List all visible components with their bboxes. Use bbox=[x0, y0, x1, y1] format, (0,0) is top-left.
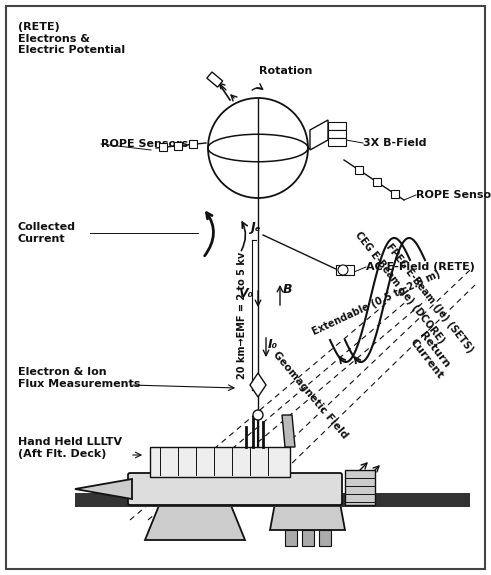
Bar bbox=[190, 140, 197, 148]
Text: (RETE)
Electrons &
Electric Potential: (RETE) Electrons & Electric Potential bbox=[18, 22, 125, 55]
Text: ROPE Sensors: ROPE Sensors bbox=[416, 190, 491, 200]
Bar bbox=[160, 143, 167, 151]
Polygon shape bbox=[282, 415, 295, 447]
Bar bbox=[150, 447, 290, 477]
Polygon shape bbox=[250, 373, 266, 397]
Text: 3X B-Field: 3X B-Field bbox=[363, 138, 427, 148]
Bar bbox=[328, 138, 346, 146]
Text: Jₑ: Jₑ bbox=[250, 221, 261, 234]
Bar bbox=[373, 178, 381, 186]
Bar bbox=[328, 122, 346, 130]
Polygon shape bbox=[75, 479, 132, 499]
Text: B: B bbox=[283, 283, 293, 296]
Polygon shape bbox=[75, 493, 470, 507]
Circle shape bbox=[338, 265, 348, 275]
Text: Geomagnetic Field: Geomagnetic Field bbox=[271, 350, 349, 440]
Bar bbox=[319, 530, 331, 546]
Bar bbox=[207, 72, 223, 87]
Bar bbox=[302, 530, 314, 546]
Bar bbox=[345, 470, 375, 505]
Polygon shape bbox=[270, 503, 345, 530]
Bar bbox=[174, 142, 183, 150]
Text: I₀: I₀ bbox=[268, 338, 278, 351]
Text: Return
Current: Return Current bbox=[408, 329, 454, 381]
Circle shape bbox=[208, 98, 308, 198]
Text: Extendable (0.5 to 2.5 m): Extendable (0.5 to 2.5 m) bbox=[310, 269, 442, 336]
Text: 20 km→EMF = 2 to 5 kv: 20 km→EMF = 2 to 5 kv bbox=[237, 251, 247, 378]
Text: Electron & Ion
Flux Measurements: Electron & Ion Flux Measurements bbox=[18, 367, 140, 389]
Bar bbox=[328, 130, 346, 138]
Text: V₀: V₀ bbox=[238, 287, 253, 300]
Text: ROPE Sensors: ROPE Sensors bbox=[101, 139, 188, 149]
Bar bbox=[336, 265, 354, 275]
Bar bbox=[285, 530, 297, 546]
Bar bbox=[391, 190, 399, 198]
Bar bbox=[355, 166, 363, 174]
Text: AC E-Field (RETE): AC E-Field (RETE) bbox=[366, 262, 475, 272]
Circle shape bbox=[253, 410, 263, 420]
FancyBboxPatch shape bbox=[128, 473, 342, 505]
Text: FPEG E-Beam (Je) (SETS): FPEG E-Beam (Je) (SETS) bbox=[384, 242, 476, 354]
Text: Hand Held LLLTV
(Aft Flt. Deck): Hand Held LLLTV (Aft Flt. Deck) bbox=[18, 437, 122, 459]
Polygon shape bbox=[145, 503, 245, 540]
Polygon shape bbox=[310, 120, 328, 150]
Text: Collected
Current: Collected Current bbox=[18, 222, 76, 244]
Text: CEG E-Beam (Je) (DCORE): CEG E-Beam (Je) (DCORE) bbox=[354, 230, 447, 346]
Text: Rotation: Rotation bbox=[259, 66, 313, 76]
